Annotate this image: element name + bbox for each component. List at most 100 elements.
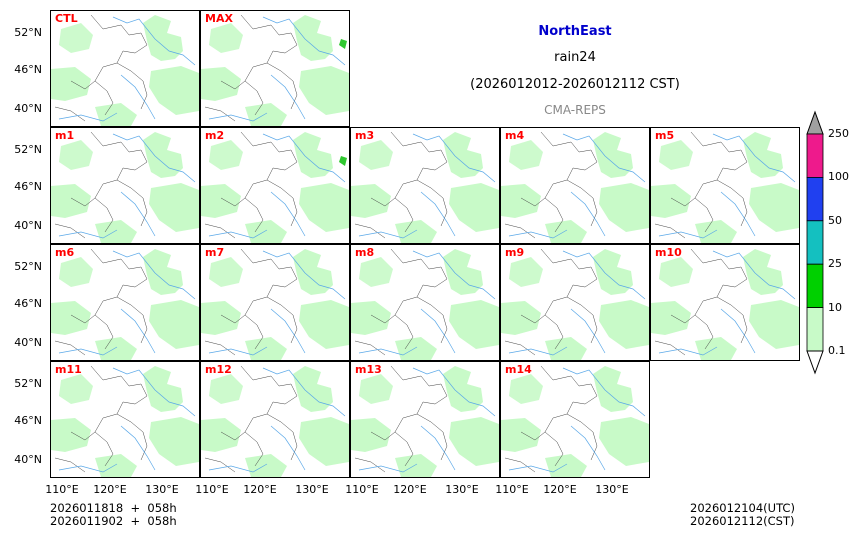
rain-area [351, 301, 391, 335]
y-tick-label: 40°N [14, 102, 42, 115]
x-tick-label: 130°E [295, 483, 329, 496]
rain-area [509, 257, 543, 287]
map-panel-m11: m11 [50, 361, 200, 478]
rain-area [299, 66, 349, 115]
river [412, 133, 496, 183]
rain-area [293, 249, 333, 295]
province-border [266, 413, 298, 461]
rain-area [293, 15, 333, 61]
river [358, 346, 418, 356]
rain-area [443, 366, 483, 412]
x-tick-label: 120°E [393, 483, 427, 496]
rain-area [395, 220, 437, 243]
province-border [90, 14, 148, 116]
rain-area [659, 257, 693, 287]
map-plot [501, 248, 649, 360]
panel-label: MAX [205, 12, 233, 25]
rain-area [143, 132, 183, 178]
province-border [240, 248, 298, 350]
rain-area [245, 337, 287, 360]
period-title: (2026012012-2026012112 CST) [470, 77, 680, 92]
rain-area [51, 301, 91, 335]
province-border [354, 223, 386, 239]
rain-area [209, 23, 243, 53]
x-tick-label: 120°E [543, 483, 577, 496]
rain-area [51, 418, 91, 452]
map-plot [351, 365, 499, 477]
region-title-text: NorthEast [538, 24, 612, 39]
province-border [566, 296, 598, 344]
province-border [670, 314, 696, 324]
rain-area [743, 249, 783, 295]
valid-time-cst: 2026012112(CST) [690, 514, 795, 528]
panel-label: m13 [355, 363, 382, 376]
rain-area [359, 257, 393, 287]
province-border [540, 248, 598, 350]
panel-label: m7 [205, 246, 225, 259]
colorbar-level-label: 25 [828, 257, 842, 271]
y-tick-label: 52°N [14, 143, 42, 156]
province-border [240, 14, 298, 116]
map-panel-m12: m12 [200, 361, 350, 478]
map-panel-m4: m4 [500, 127, 650, 244]
rain-area [201, 301, 241, 335]
province-border [690, 131, 748, 233]
map-panel-m10: m10 [650, 244, 800, 361]
rain-area [95, 337, 137, 360]
valid-time-utc: 2026012104(UTC) [690, 501, 795, 515]
river [712, 133, 796, 183]
panel-label: m6 [55, 246, 75, 259]
rain-area [59, 23, 93, 53]
province-border [416, 179, 448, 227]
rain-area [599, 417, 649, 466]
river [420, 191, 456, 237]
province-border [716, 179, 748, 227]
province-border [220, 80, 246, 90]
rain-area [359, 374, 393, 404]
y-tick-label: 46°N [14, 297, 42, 310]
panel-label: m8 [355, 246, 375, 259]
river [720, 308, 756, 354]
province-border [654, 223, 686, 239]
region-title: NorthEast [470, 24, 680, 39]
province-border [390, 131, 448, 233]
init-time-1: 2026011818 + 058h [50, 501, 177, 515]
river [420, 425, 456, 471]
rain-area [299, 417, 349, 466]
colorbar-extend-bottom [806, 350, 824, 375]
rain-area [245, 103, 287, 126]
river [508, 229, 568, 239]
x-tick-label: 110°E [45, 483, 79, 496]
river [112, 16, 196, 66]
river [570, 191, 606, 237]
province-border [90, 131, 148, 233]
y-tick-label: 46°N [14, 180, 42, 193]
rain-area [545, 220, 587, 243]
panel-label: m10 [655, 246, 682, 259]
province-border [54, 106, 86, 122]
map-panel-m8: m8 [350, 244, 500, 361]
rain-area [749, 300, 799, 349]
river [412, 250, 496, 300]
rain-area [509, 140, 543, 170]
map-panel-m6: m6 [50, 244, 200, 361]
rain-area [593, 132, 633, 178]
province-border [116, 296, 148, 344]
map-plot [351, 131, 499, 243]
province-border [390, 248, 448, 350]
river [508, 463, 568, 473]
province-border [116, 179, 148, 227]
province-border [416, 413, 448, 461]
river [358, 463, 418, 473]
panel-label: m12 [205, 363, 232, 376]
rain-area [95, 220, 137, 243]
province-border [266, 62, 298, 110]
x-tick-label: 110°E [195, 483, 229, 496]
map-panel-max: MAX [200, 10, 350, 127]
river [270, 308, 306, 354]
province-border [70, 197, 96, 207]
river [112, 250, 196, 300]
river [562, 250, 646, 300]
map-plot [501, 365, 649, 477]
map-panel-ctl: CTL [50, 10, 200, 127]
